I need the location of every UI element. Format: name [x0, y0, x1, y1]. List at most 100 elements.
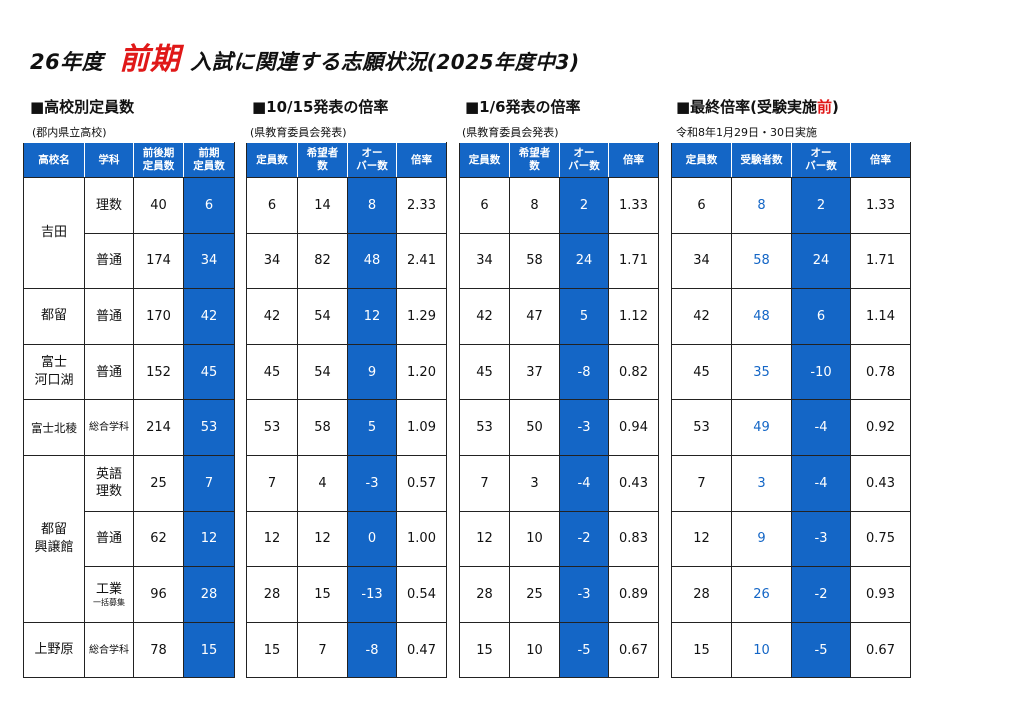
table-row: 15 10 -5 0.67 — [671, 621, 911, 679]
ratio-cell: 0.82 — [608, 343, 659, 401]
table-row: 15 7 -8 0.47 — [246, 621, 447, 679]
t4-header-2: オー バー数 — [791, 142, 851, 178]
t2-header-1: 希望者数 — [297, 142, 348, 178]
capacity-cell: 53 — [246, 399, 298, 456]
examinee-count-cell: 48 — [731, 288, 792, 345]
over-count-cell: 0 — [347, 510, 397, 568]
ratio-cell: 1.33 — [608, 177, 659, 234]
table-row: 12 10 -2 0.83 — [459, 510, 659, 568]
over-count-cell: -4 — [791, 454, 851, 512]
t4-header-1: 受験者数 — [731, 142, 792, 178]
applicant-count-cell: 7 — [297, 621, 348, 679]
table-row: 7 3 -4 0.43 — [671, 454, 911, 512]
table-row: 工業 一括募集 96 28 — [24, 566, 235, 623]
applicant-count-cell: 82 — [297, 232, 348, 290]
total-capacity-cell: 25 — [133, 454, 184, 512]
t1-header-2: 前後期 定員数 — [133, 142, 184, 178]
capacity-cell: 6 — [671, 177, 732, 234]
table-row: 吉田 理数 40 6 — [23, 176, 235, 290]
table-row: 42 54 12 1.29 — [246, 288, 447, 345]
over-count-cell: 12 — [347, 288, 397, 345]
table-row: 34 58 24 1.71 — [671, 232, 911, 290]
capacity-cell: 34 — [671, 232, 732, 290]
section-heading-final-end: ) — [832, 98, 839, 116]
capacity-cell: 42 — [246, 288, 298, 345]
capacity-cell: 15 — [246, 621, 298, 679]
t3-header-1: 希望者数 — [509, 142, 560, 178]
applicant-count-cell: 47 — [509, 288, 560, 345]
t1-header-1: 学科 — [84, 142, 134, 178]
table-row: 53 49 -4 0.92 — [671, 399, 911, 456]
school-name: 富士北稜 — [23, 399, 85, 456]
section-heading-oct: ■10/15発表の倍率 — [252, 98, 389, 116]
table-row: 53 58 5 1.09 — [246, 399, 447, 456]
table-row: 28 15 -13 0.54 — [246, 566, 447, 623]
table-row: 普通 174 34 — [24, 232, 235, 290]
examinee-count-cell: 49 — [731, 399, 792, 456]
over-count-cell: 2 — [791, 177, 851, 234]
school-name: 吉田 — [23, 176, 85, 290]
examinee-count-cell: 58 — [731, 232, 792, 290]
capacity-cell: 45 — [671, 343, 732, 401]
school-name: 上野原 — [23, 621, 85, 679]
capacity-cell: 53 — [671, 399, 732, 456]
over-count-cell: -10 — [791, 343, 851, 401]
ratio-cell: 0.93 — [850, 566, 911, 623]
over-count-cell: 9 — [347, 343, 397, 401]
over-count-cell: -8 — [559, 343, 609, 401]
over-count-cell: -3 — [559, 399, 609, 456]
over-count-cell: 8 — [347, 177, 397, 234]
ratio-cell: 0.92 — [850, 399, 911, 456]
capacity-cell: 12 — [671, 510, 732, 568]
title-emphasis: 前期 — [119, 42, 181, 77]
total-capacity-cell: 96 — [133, 566, 184, 623]
applicant-count-cell: 25 — [509, 566, 560, 623]
ratio-cell: 0.78 — [850, 343, 911, 401]
ratio-cell: 1.09 — [396, 399, 447, 456]
applicant-count-cell: 12 — [297, 510, 348, 568]
subject-cell: 普通 — [84, 510, 134, 568]
ratio-cell: 1.14 — [850, 288, 911, 345]
table-row: 15 10 -5 0.67 — [459, 621, 659, 679]
table-row: 都留 興譲館 英語 理数 25 7 — [23, 454, 235, 623]
subject-cell: 総合学科 — [84, 621, 134, 679]
t2-header-0: 定員数 — [246, 142, 298, 178]
over-count-cell: -4 — [559, 454, 609, 512]
table-row: 34 82 48 2.41 — [246, 232, 447, 290]
examinee-count-cell: 35 — [731, 343, 792, 401]
subject-cell: 普通 — [84, 288, 134, 345]
t1-header-0: 高校名 — [23, 142, 85, 178]
early-capacity-cell: 12 — [183, 510, 235, 568]
ratio-cell: 2.33 — [396, 177, 447, 234]
over-count-cell: 5 — [559, 288, 609, 345]
ratio-cell: 0.94 — [608, 399, 659, 456]
over-count-cell: -13 — [347, 566, 397, 623]
applicant-count-cell: 8 — [509, 177, 560, 234]
examinee-count-cell: 10 — [731, 621, 792, 679]
ratio-cell: 1.12 — [608, 288, 659, 345]
capacity-cell: 15 — [459, 621, 510, 679]
ratio-cell: 2.41 — [396, 232, 447, 290]
early-capacity-cell: 34 — [183, 232, 235, 290]
table-row: 6 8 2 1.33 — [671, 177, 911, 234]
capacity-cell: 45 — [246, 343, 298, 401]
over-count-cell: 48 — [347, 232, 397, 290]
applicant-count-cell: 58 — [509, 232, 560, 290]
ratio-cell: 1.20 — [396, 343, 447, 401]
over-count-cell: -2 — [559, 510, 609, 568]
ratio-cell: 1.71 — [850, 232, 911, 290]
early-capacity-cell: 28 — [183, 566, 235, 623]
early-capacity-cell: 7 — [183, 454, 235, 512]
subject-cell: 理数 — [84, 177, 134, 234]
t2-header-2: オー バー数 — [347, 142, 397, 178]
table-row: 34 58 24 1.71 — [459, 232, 659, 290]
table-row: 12 12 0 1.00 — [246, 510, 447, 568]
title-prefix: 26年度 — [30, 50, 104, 74]
ratio-cell: 0.89 — [608, 566, 659, 623]
examinee-count-cell: 9 — [731, 510, 792, 568]
total-capacity-cell: 152 — [133, 343, 184, 401]
applicant-count-cell: 54 — [297, 343, 348, 401]
jan-ratio-table: 定員数 希望者数オー バー数 倍率 6 8 2 1.33 34 58 24 1.71 42 47 5 1.12… — [459, 142, 659, 679]
applicant-count-cell: 54 — [297, 288, 348, 345]
subject-cell: 普通 — [84, 232, 134, 290]
